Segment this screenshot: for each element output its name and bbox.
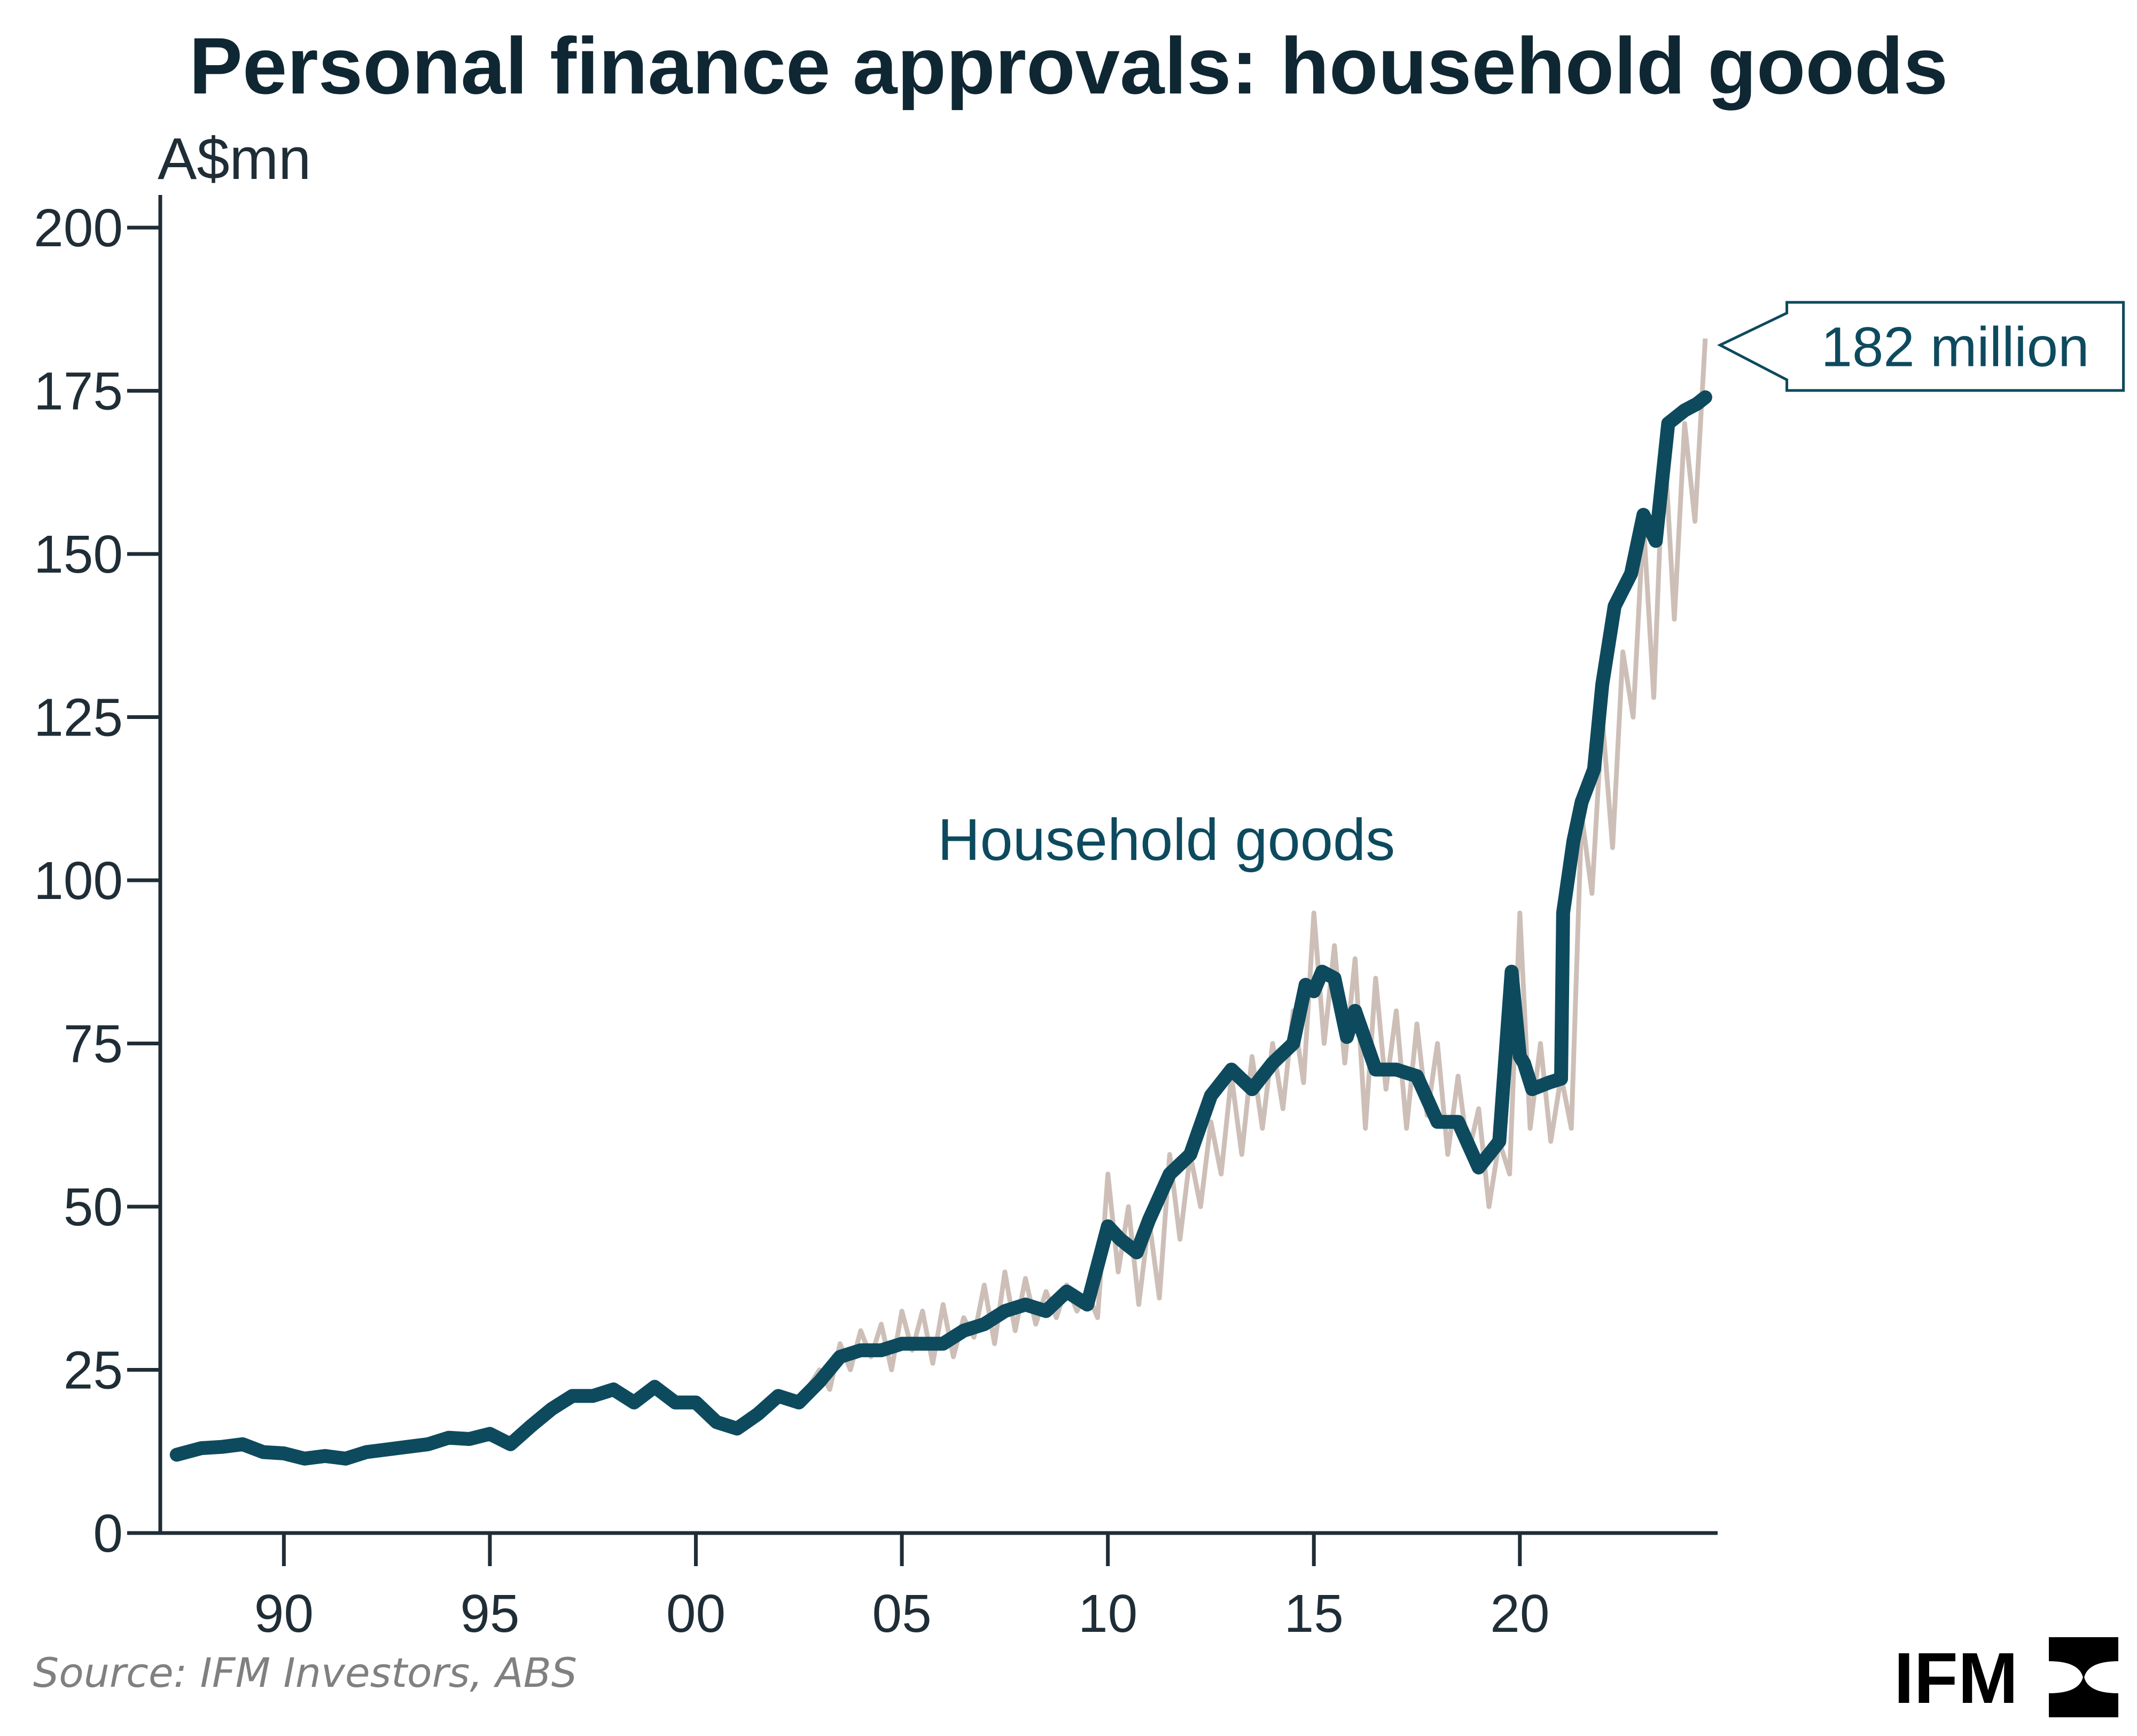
y-tick-label-125: 125 [34,688,123,748]
series-label-household-goods: Household goods [938,807,1395,873]
x-tick-label-15: 15 [1284,1584,1344,1644]
y-tick-label-75: 75 [64,1014,123,1074]
y-tick-label-0: 0 [93,1504,123,1563]
ifm-logo-icon [2049,1637,2118,1717]
source-note: Source: IFM Investors, ABS [33,1649,577,1696]
x-tick-label-00: 00 [666,1584,726,1644]
y-tick-label-175: 175 [34,362,123,421]
ifm-logo: IFM [1894,1637,2118,1718]
ifm-logo-text: IFM [1894,1638,2018,1718]
callout-text: 182 million [1821,316,2089,379]
monthly-series-line [176,338,1708,1461]
trend-series-line [169,390,1712,1466]
x-ticks: 90 95 00 05 10 15 20 [254,1533,1549,1644]
x-tick-label-10: 10 [1078,1584,1137,1644]
y-tick-label-150: 150 [34,525,123,584]
y-tick-label-200: 200 [34,198,123,258]
chart-title: Personal finance approvals: household go… [189,21,1948,111]
x-tick-label-20: 20 [1490,1584,1549,1644]
y-tick-label-25: 25 [64,1341,123,1401]
callout-box [1717,301,2125,392]
y-ticks: 0 25 50 75 100 125 150 175 200 [34,198,160,1563]
y-axis-unit-label: A$mn [158,126,311,192]
axes: 0 25 50 75 100 125 150 175 200 90 95 00 05 10 15 20 [34,195,1718,1644]
value-callout: 182 million [1717,301,2125,392]
plot-area [169,338,1712,1466]
x-tick-label-90: 90 [254,1584,314,1644]
x-tick-label-05: 05 [872,1584,931,1644]
x-tick-label-95: 95 [460,1584,519,1644]
y-tick-label-100: 100 [34,851,123,911]
y-tick-label-50: 50 [64,1177,123,1237]
